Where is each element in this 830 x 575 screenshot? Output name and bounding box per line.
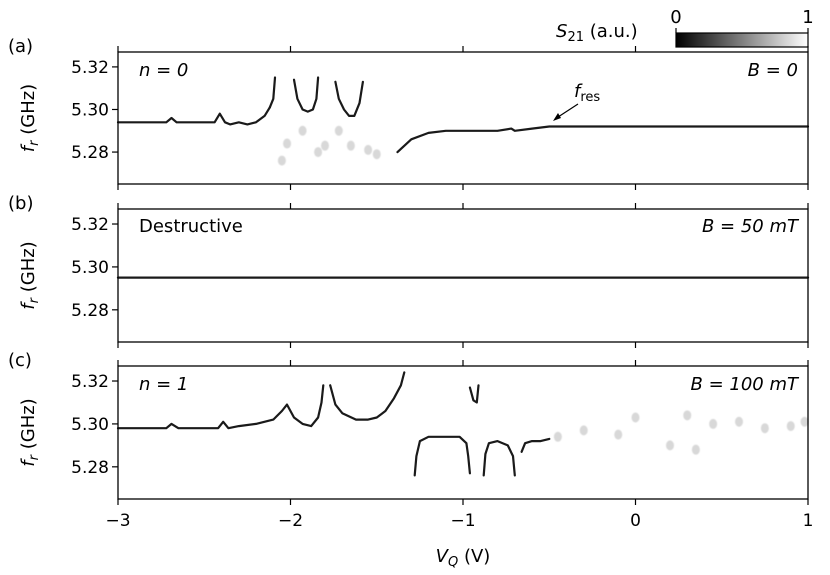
colorbar-gradient [675,32,809,48]
faint-feature [314,147,323,158]
faint-feature [683,410,692,421]
faint-feature [553,431,562,442]
panel-label: (a) [8,36,33,57]
x-axis-label: VQ (V) [436,546,491,570]
resonance-trace [268,76,277,109]
faint-feature [321,140,329,151]
faint-feature [666,440,674,451]
panel-corner-right: B = 50 mT [702,216,800,237]
fres-arrowhead [553,113,561,121]
y-tick-label: 5.32 [71,215,109,235]
y-axis-label: fr (GHz) [18,398,42,466]
faint-feature [372,149,381,160]
colorbar-max-label: 1 [802,7,813,28]
faint-feature [579,425,588,436]
faint-feature [800,416,809,427]
faint-feature [364,144,373,155]
x-tick-label: 1 [803,511,814,531]
resonance-trace [329,371,406,421]
y-axis-label: fr (GHz) [18,84,42,152]
y-tick-label: 5.30 [71,258,109,278]
resonance-trace [292,76,320,113]
faint-feature [691,444,700,455]
y-tick-label: 5.28 [71,458,109,478]
panel-b: (b) Destructive B = 50 mT 5.28 5.30 5.32 fr… [8,193,810,348]
y-tick-label: 5.30 [71,415,109,435]
colorbar-min-label: 0 [670,7,681,28]
resonance-trace [116,106,271,126]
x-tick-label: −3 [105,511,130,531]
faint-feature [283,138,292,149]
faint-feature [760,423,769,434]
colorbar-label: S21 (a.u.) [556,21,638,45]
y-tick-label: 5.28 [71,143,109,163]
faint-feature [709,418,718,429]
y-tick-label: 5.32 [71,372,109,392]
faint-feature [298,125,307,136]
panel-corner-left: n = 0 [139,60,188,81]
panel-label: (c) [8,350,32,371]
faint-feature [735,416,743,427]
x-tick-label: −2 [278,511,303,531]
faint-feature [277,155,286,166]
y-tick-label: 5.32 [71,58,109,78]
panel-corner-right: B = 100 mT [691,374,800,395]
resonance-trace [468,384,480,404]
fres-annotation: fres [574,81,600,105]
resonance-trace [396,125,810,154]
resonance-trace [116,384,325,430]
panel-c: (c) n = 1 B = 100 mT 5.28 5.30 5.32 fr (GHz… [8,350,809,505]
colorbar: S21 (a.u.) 0 1 [556,7,814,48]
panel-corner-left: n = 1 [139,374,188,395]
resonance-trace [334,80,364,117]
y-axis-label: fr (GHz) [18,241,42,309]
panel-corner-right: B = 0 [748,60,798,81]
panel-label: (b) [8,193,33,214]
panel-a: (a) n = 0 B = 0 fres 5.28 5.30 5.32 fr (GHz… [8,36,810,190]
resonance-trace [413,435,471,477]
faint-feature [334,125,343,136]
y-tick-label: 5.30 [71,100,109,120]
panel-corner-left: Destructive [139,216,243,237]
x-tick-label: −1 [450,511,475,531]
resonance-trace [520,437,551,453]
resonance-trace [482,440,516,477]
faint-feature [631,412,640,423]
faint-feature [346,140,355,151]
faint-feature [614,429,623,440]
y-tick-label: 5.28 [71,301,109,321]
x-tick-label: 0 [630,511,641,531]
faint-feature [786,421,795,432]
